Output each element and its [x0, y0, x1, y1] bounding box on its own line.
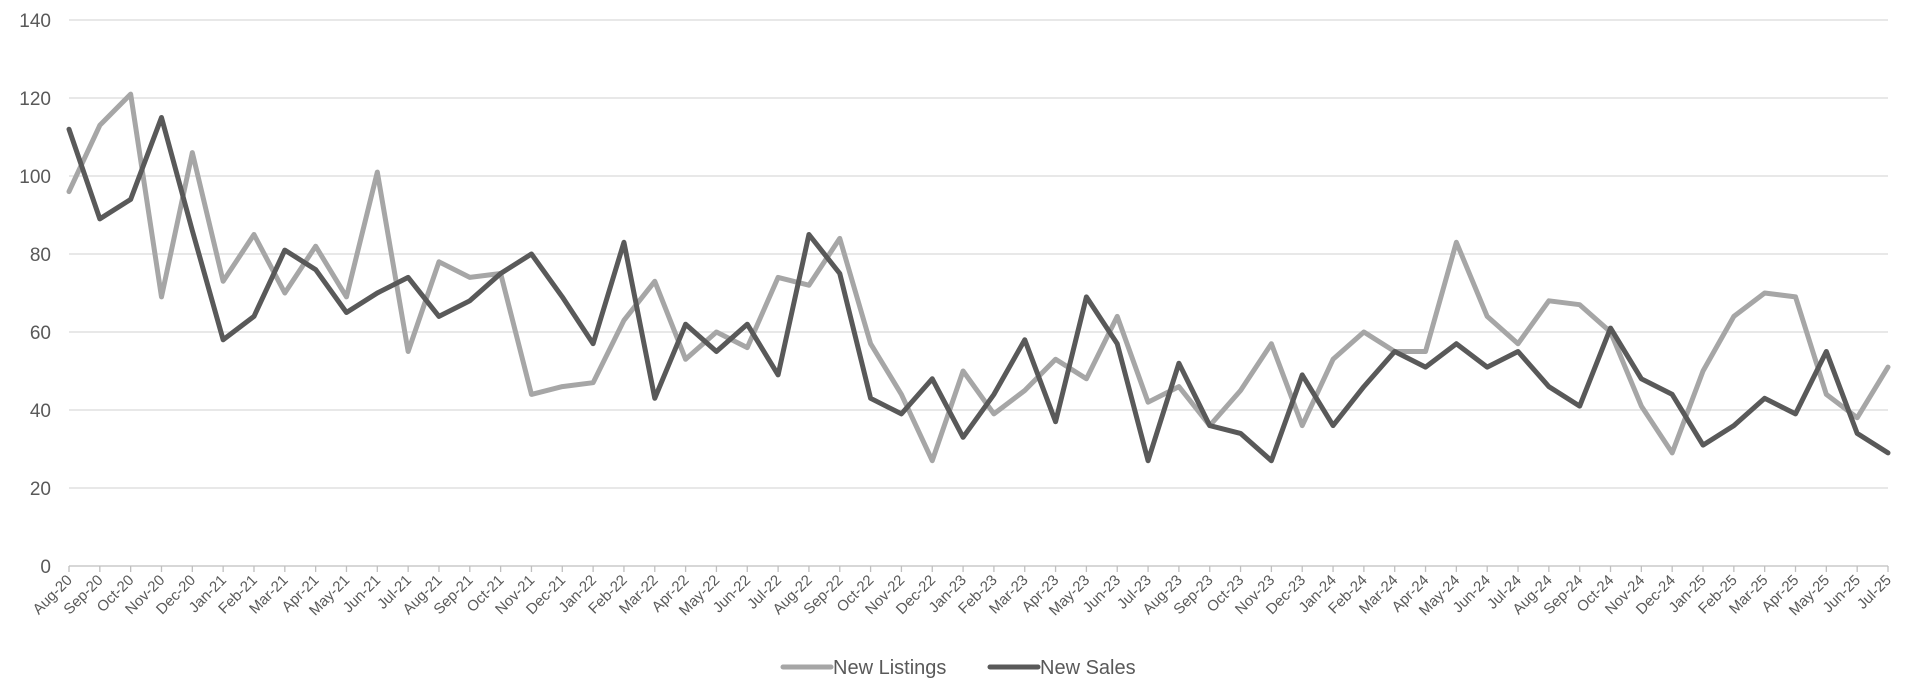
y-tick-label: 80 [30, 245, 51, 266]
x-tick-label: Jul-25 [1854, 572, 1895, 613]
y-tick-label: 140 [19, 11, 51, 32]
legend-entry: New Listings [780, 657, 946, 679]
y-tick-label: 120 [19, 89, 51, 110]
y-tick-label: 40 [30, 401, 51, 422]
legend: New Listings New Sales [780, 657, 1136, 679]
legend-entry: New Sales [987, 657, 1136, 679]
grid [69, 19, 1888, 567]
y-tick-label: 20 [30, 479, 51, 500]
y-tick-label: 60 [30, 323, 51, 344]
legend-label: New Listings [833, 657, 946, 679]
series-line-new-listings [66, 91, 1891, 464]
series-lines [66, 91, 1891, 464]
legend-label: New Sales [1040, 657, 1136, 679]
x-axis: Aug-20Sep-20Oct-20Nov-20Dec-20Jan-21Feb-… [30, 566, 1895, 619]
y-axis: 0 20 40 60 80 100 120 140 [19, 11, 51, 578]
series-line-new-sales [66, 115, 1891, 464]
y-tick-label: 100 [19, 167, 51, 188]
y-tick-label: 0 [40, 557, 51, 578]
